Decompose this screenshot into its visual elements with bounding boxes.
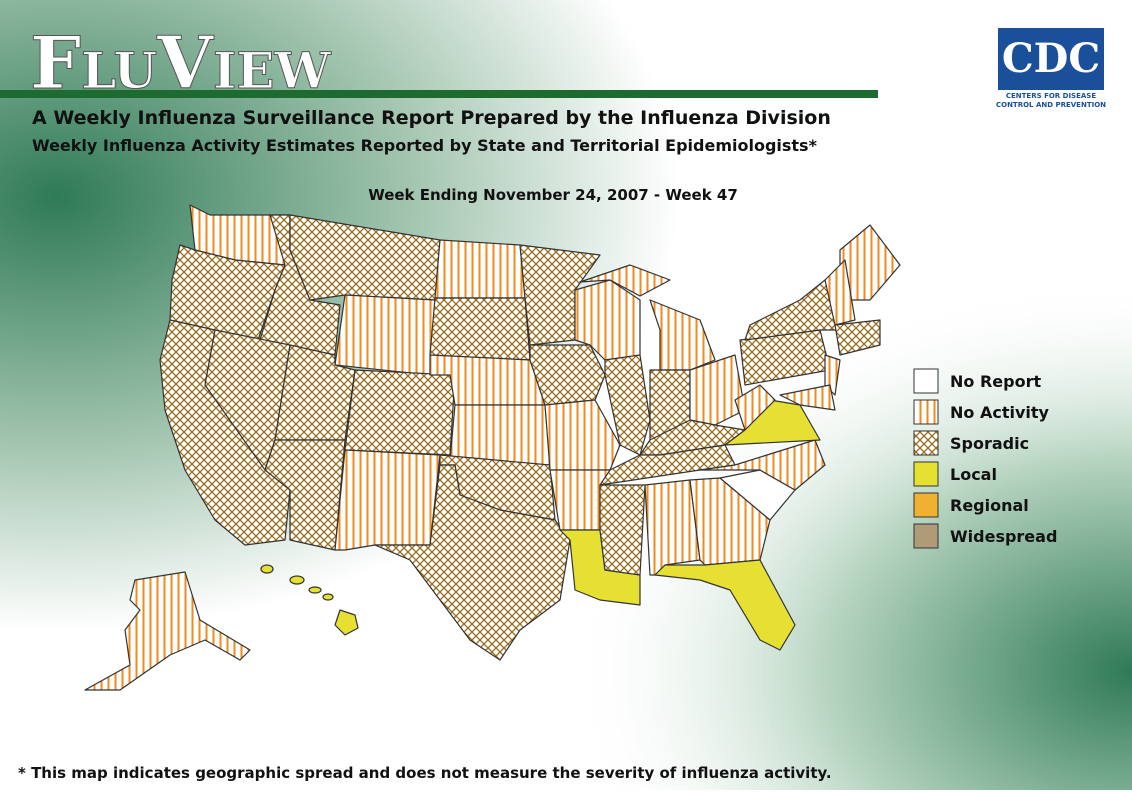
legend-label: No Report (950, 372, 1041, 391)
title-rule (0, 90, 878, 98)
legend-swatch (913, 430, 939, 456)
state (599, 444, 736, 486)
legend-label: Regional (950, 496, 1029, 515)
logo-mark: CDC (1002, 35, 1100, 82)
legend-swatch (913, 461, 939, 487)
state (779, 384, 836, 411)
state (344, 369, 456, 456)
legend-swatch (913, 368, 939, 394)
state (699, 439, 826, 491)
legend-swatch (913, 523, 939, 549)
state (599, 484, 646, 576)
islands (260, 564, 359, 636)
legend-label: Local (950, 465, 997, 484)
legend-label: Widespread (950, 527, 1057, 546)
logo-line: Centers for Disease (1006, 92, 1096, 100)
state (84, 571, 251, 691)
subtitle: A Weekly Influenza Surveillance Report P… (32, 107, 831, 129)
state (374, 464, 571, 661)
legend-label: Sporadic (950, 434, 1029, 453)
logo-box (998, 28, 1104, 90)
state (654, 559, 796, 651)
state (334, 294, 436, 376)
legend-label: No Activity (950, 403, 1050, 422)
map-title: Week Ending November 24, 2007 - Week 47 (368, 186, 738, 204)
cdc-logo: CDC Centers for Disease Control and Prev… (996, 28, 1106, 109)
footnote: * This map indicates geographic spread a… (18, 764, 832, 782)
state (434, 239, 526, 299)
logo-line: Control and Prevention (996, 101, 1106, 109)
state (429, 297, 531, 361)
us-map (84, 204, 901, 691)
legend-swatch (913, 399, 939, 425)
state (334, 449, 441, 551)
state (449, 404, 551, 466)
state (724, 399, 821, 446)
state (824, 259, 856, 326)
state (579, 264, 671, 297)
state (834, 319, 881, 356)
state (544, 399, 621, 471)
state (689, 354, 746, 426)
state (264, 439, 346, 551)
legend: No Report No Activity Sporadic Local Regiona… (913, 368, 1057, 549)
state (734, 384, 776, 431)
legend-swatch (913, 492, 939, 518)
subtitle: Weekly Influenza Activity Estimates Repo… (32, 136, 818, 155)
